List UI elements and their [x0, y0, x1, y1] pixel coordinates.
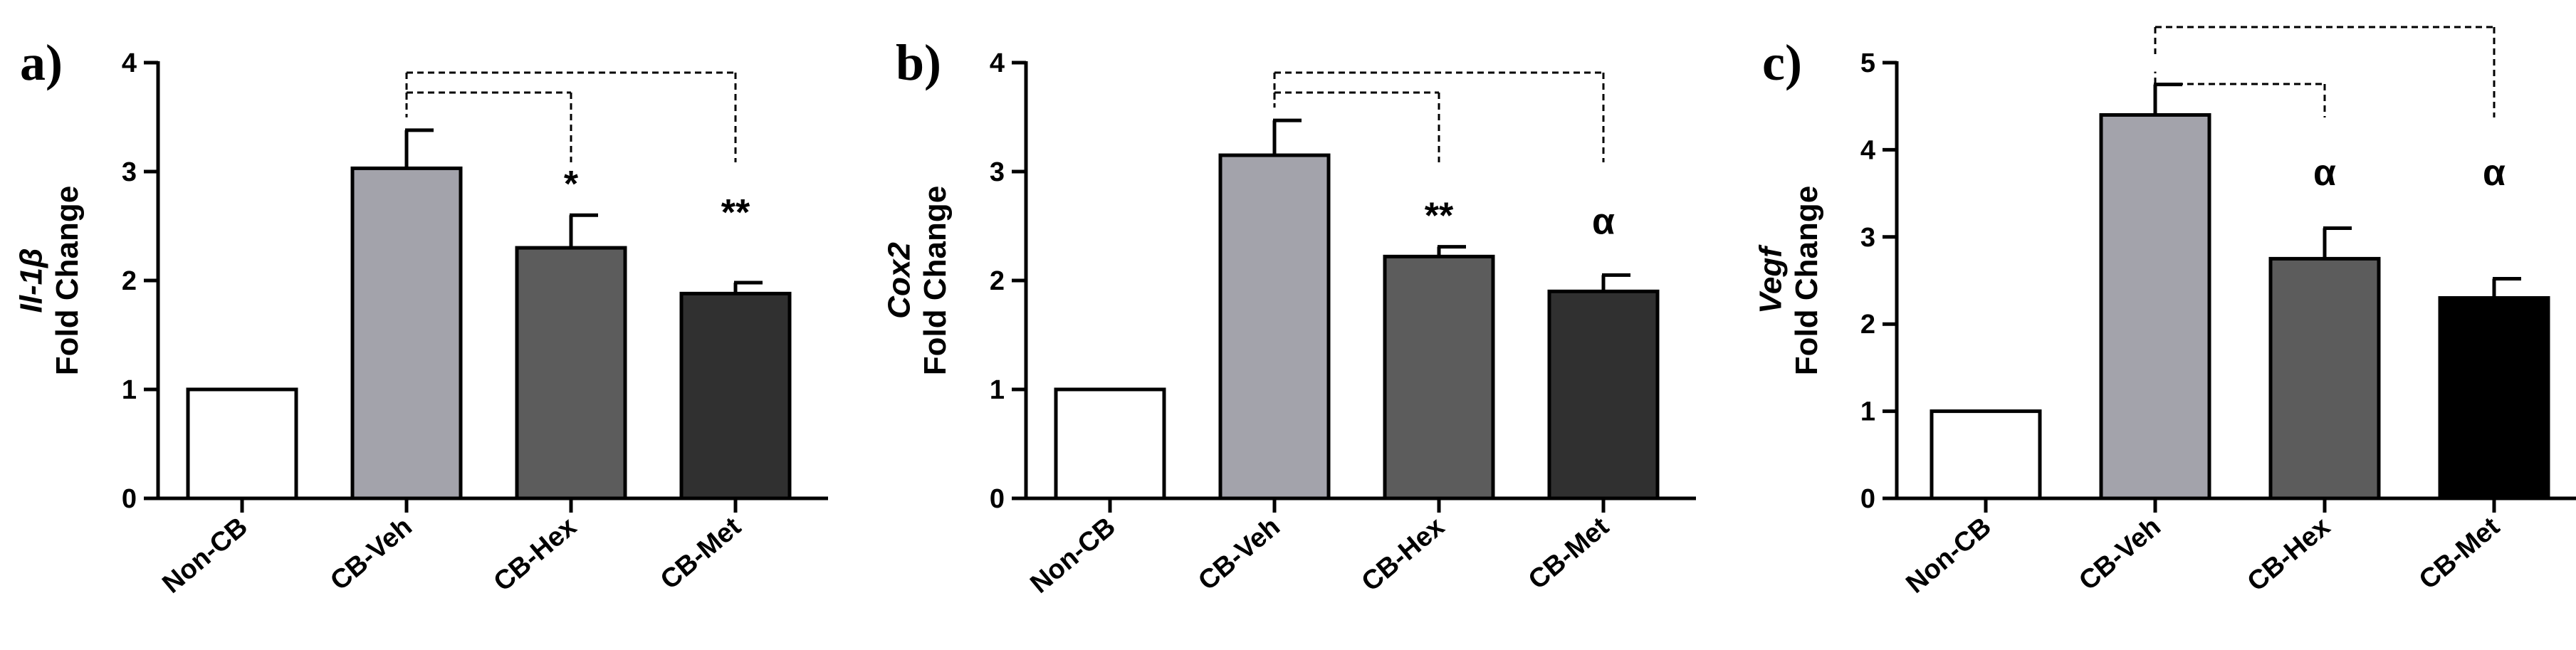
y-axis-gene-label: Vegf	[1754, 244, 1789, 314]
bar-cb-met	[2438, 295, 2550, 500]
bar-cb-veh	[350, 166, 463, 500]
panel-b: b) Cox2Fold Change 0 1 2 3 4 Non-CB CB-Veh CB-Hex…	[859, 0, 1717, 646]
y-axis-fold-label: Fold Change	[50, 186, 85, 375]
y-axis-title: Il-1βFold Change	[14, 186, 85, 375]
x-tick-label-cb-met: CB-Met	[2414, 512, 2506, 596]
y-axis-title: Cox2Fold Change	[882, 186, 953, 375]
y-tick-label: 2	[122, 266, 137, 296]
panel-label: c)	[1762, 34, 1802, 91]
significance-marker: *	[564, 164, 579, 205]
significance-marker: α	[2313, 152, 2336, 194]
bar-cb-met	[1547, 289, 1660, 500]
y-tick-label: 3	[1860, 223, 1875, 253]
y-axis-fold-label: Fold Change	[1789, 186, 1824, 375]
x-tick-label-cb-veh: CB-Veh	[325, 512, 418, 597]
x-tick-label-cb-hex: CB-Hex	[2242, 512, 2336, 597]
panel-label: b)	[896, 34, 941, 91]
y-tick-label: 3	[990, 157, 1005, 187]
bar-cb-hex	[2268, 256, 2381, 500]
significance-marker: α	[1592, 201, 1615, 242]
x-tick-label-cb-met: CB-Met	[655, 512, 747, 596]
bar-cb-veh	[2099, 112, 2211, 500]
panel-label: a)	[20, 34, 63, 91]
x-tick-label-non-cb: Non-CB	[157, 512, 253, 599]
bar-cb-hex	[515, 246, 627, 500]
bar-non-cb	[1054, 387, 1166, 500]
significance-marker: α	[2483, 152, 2506, 194]
chart-c: c) VegfFold Change 0 1 2 3 4 5 Non-CB CB-Veh CB-He…	[1754, 26, 2576, 599]
x-tick-label-cb-veh: CB-Veh	[1193, 512, 1286, 597]
y-axis-fold-label: Fold Change	[918, 186, 953, 375]
x-tick-label-cb-veh: CB-Veh	[2073, 512, 2167, 597]
y-axis-gene-label: Il-1β	[14, 248, 49, 313]
chart-b: b) Cox2Fold Change 0 1 2 3 4 Non-CB CB-Veh CB-Hex…	[882, 34, 1696, 599]
bar-cb-veh	[1218, 153, 1331, 500]
panel-a: a) Il-1βFold Change 0 1 2 3 4 Non-CB CB-Veh CB-He…	[0, 0, 859, 646]
y-tick-label: 4	[990, 48, 1005, 78]
bar-non-cb	[186, 387, 298, 500]
y-axis-title: VegfFold Change	[1754, 186, 1825, 375]
bar-cb-met	[679, 291, 792, 500]
bar-cb-hex	[1383, 254, 1495, 500]
y-axis-gene-label: Cox2	[882, 242, 917, 319]
y-tick-label: 1	[990, 375, 1005, 405]
chart-a: a) Il-1βFold Change 0 1 2 3 4 Non-CB CB-Veh CB-He…	[14, 34, 828, 599]
y-tick-label: 0	[122, 484, 137, 514]
panel-c: c) VegfFold Change 0 1 2 3 4 5 Non-CB CB-Veh CB-He…	[1717, 0, 2576, 646]
x-tick-label-cb-met: CB-Met	[1523, 512, 1615, 596]
x-tick-label-cb-hex: CB-Hex	[1356, 512, 1450, 597]
significance-marker: **	[1425, 196, 1454, 237]
x-tick-label-non-cb: Non-CB	[1025, 512, 1121, 599]
x-tick-label-cb-hex: CB-Hex	[488, 512, 582, 597]
x-tick-label-non-cb: Non-CB	[1900, 512, 1996, 599]
y-tick-label: 1	[122, 375, 137, 405]
y-tick-label: 0	[990, 484, 1005, 514]
y-tick-label: 2	[1860, 310, 1875, 340]
y-tick-label: 5	[1860, 48, 1875, 78]
y-tick-label: 3	[122, 157, 137, 187]
significance-marker: **	[721, 192, 750, 234]
y-tick-label: 4	[122, 48, 137, 78]
y-tick-label: 0	[1860, 484, 1875, 514]
y-tick-label: 1	[1860, 397, 1875, 427]
y-tick-label: 2	[990, 266, 1005, 296]
bar-non-cb	[1930, 409, 2042, 500]
y-tick-label: 4	[1860, 135, 1875, 165]
